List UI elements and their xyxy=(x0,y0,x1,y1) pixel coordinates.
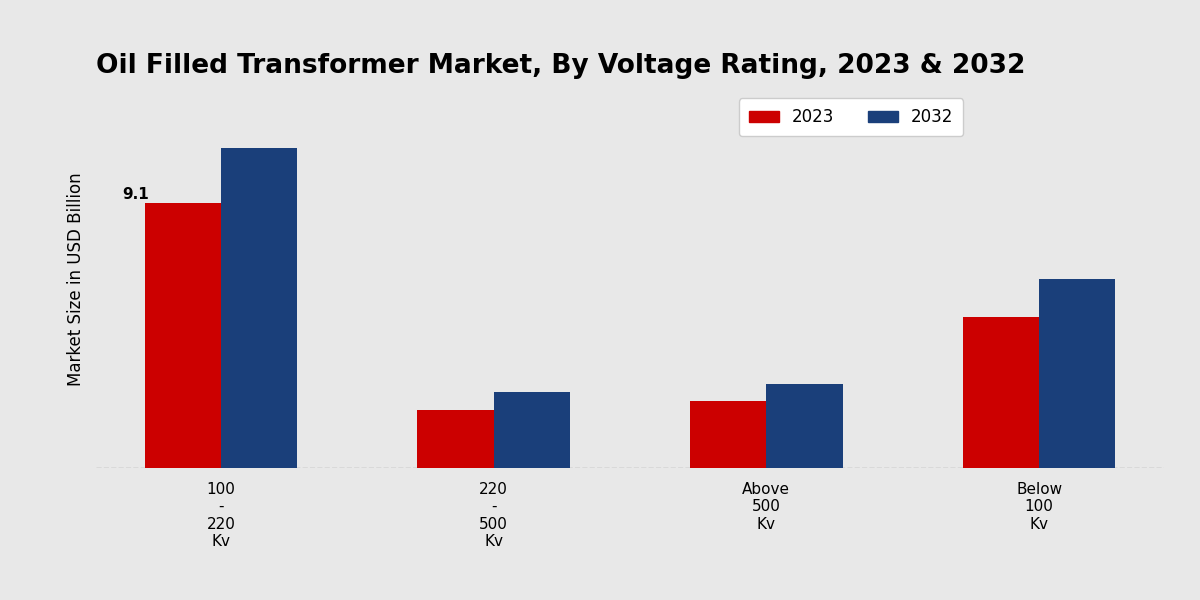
Bar xyxy=(418,410,493,468)
Bar xyxy=(767,383,842,468)
Bar xyxy=(493,392,570,468)
Y-axis label: Market Size in USD Billion: Market Size in USD Billion xyxy=(67,172,85,386)
Bar xyxy=(1039,279,1116,468)
Bar xyxy=(221,148,298,468)
Text: Oil Filled Transformer Market, By Voltage Rating, 2023 & 2032: Oil Filled Transformer Market, By Voltag… xyxy=(96,53,1025,79)
Text: 9.1: 9.1 xyxy=(122,187,150,202)
Bar xyxy=(962,317,1039,468)
Legend: 2023, 2032: 2023, 2032 xyxy=(739,98,964,136)
Bar xyxy=(144,203,221,468)
Bar xyxy=(690,401,767,468)
